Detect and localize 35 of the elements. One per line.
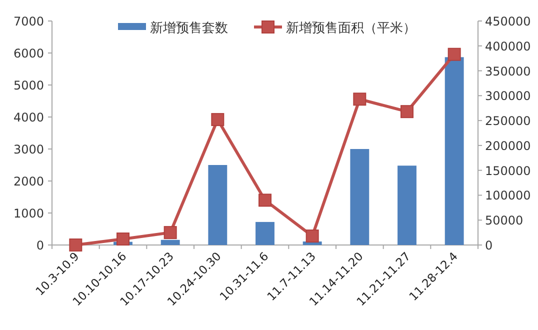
point [258,194,272,207]
point [164,226,177,240]
bar [208,165,228,245]
y2-tick-label: 100000 [485,188,531,203]
y2-tick-label: 0 [485,238,493,252]
y2-tick-label: 450000 [485,14,531,28]
y2-tick-label: 50000 [485,214,524,228]
legend-label: 新增预售套数 [150,21,228,36]
y-tick-label: 2000 [13,174,44,188]
bar [160,240,180,245]
point [448,48,461,61]
y-tick-label: 6000 [13,46,44,60]
y2-tick-label: 300000 [485,89,531,104]
y-tick-label: 0 [36,238,44,252]
point [353,92,366,106]
bar [256,222,274,245]
bar [350,149,370,245]
y2-tick-label: 250000 [485,114,531,128]
y2-tick-label: 400000 [485,39,531,54]
y-tick-label: 7000 [13,14,44,28]
point [211,113,224,126]
bar [444,57,464,245]
point [69,238,82,252]
y2-tick-label: 150000 [485,164,531,178]
y-tick-label: 5000 [13,78,44,92]
y2-tick-label: 350000 [485,64,531,78]
point [306,230,319,243]
point [400,105,414,118]
legend-label: 新增预售面积（平米） [286,21,416,36]
y-tick-label: 1000 [13,206,44,220]
y2-tick-label: 200000 [485,138,531,153]
y-tick-label: 4000 [13,110,44,124]
point [116,232,130,246]
bar [398,166,416,245]
y-tick-label: 3000 [13,142,44,156]
